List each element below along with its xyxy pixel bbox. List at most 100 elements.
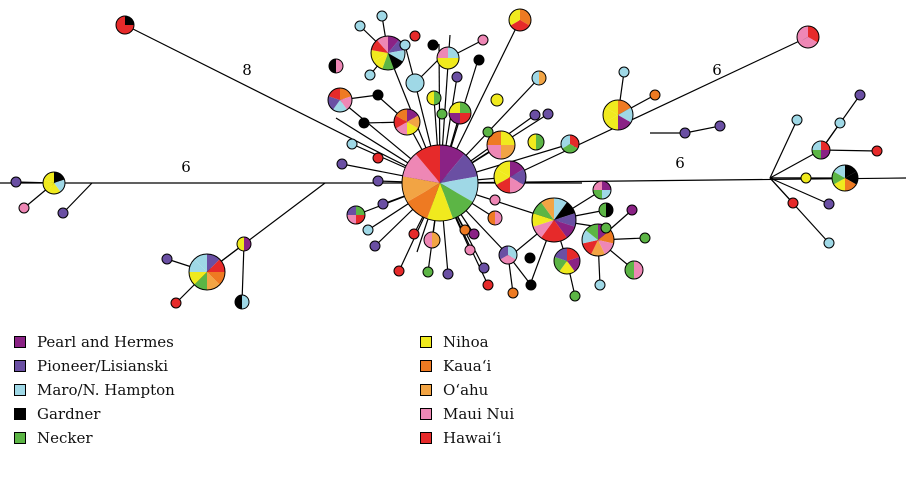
- haplotype-dot: [346, 138, 358, 150]
- legend-swatch: [14, 336, 26, 348]
- haplotype-dot: [618, 66, 630, 78]
- haplotype-dot: [427, 39, 439, 51]
- haplotype-dot: [490, 93, 504, 107]
- haplotype-dot: [57, 207, 69, 219]
- legend-label: Maro/N. Hampton: [37, 381, 175, 399]
- legend-item: Kaua‘i: [420, 354, 514, 378]
- haplotype-dot: [408, 228, 420, 240]
- haplotype-pie: [831, 164, 859, 192]
- haplotype-dot: [791, 114, 803, 126]
- legend-item: O‘ahu: [420, 378, 514, 402]
- haplotype-dot: [405, 73, 425, 93]
- haplotype-pie: [42, 171, 66, 195]
- haplotype-pie: [508, 8, 532, 32]
- branch-length-label: 6: [675, 154, 685, 172]
- haplotype-pie: [234, 294, 250, 310]
- legend-swatch: [420, 384, 432, 396]
- haplotype-dot: [354, 20, 366, 32]
- haplotype-pie: [423, 231, 441, 249]
- network-edge: [62, 182, 93, 214]
- haplotype-pie: [531, 197, 577, 243]
- haplotype-pie: [602, 99, 634, 131]
- legend-swatch: [14, 384, 26, 396]
- haplotype-pie: [498, 245, 518, 265]
- haplotype-dot: [336, 158, 348, 170]
- haplotype-dot: [679, 127, 691, 139]
- haplotype-dot: [372, 175, 384, 187]
- haplotype-dot: [18, 202, 30, 214]
- haplotype-dot: [468, 228, 480, 240]
- haplotype-pie: [401, 144, 479, 222]
- haplotype-dot: [409, 30, 421, 42]
- haplotype-dot: [422, 266, 434, 278]
- legend-swatch: [420, 360, 432, 372]
- haplotype-dot: [823, 198, 835, 210]
- haplotype-pie: [346, 205, 366, 225]
- legend-label: Hawai‘i: [443, 429, 502, 447]
- haplotype-pie: [527, 133, 545, 151]
- haplotype-dot: [372, 89, 384, 101]
- haplotype-dot: [626, 204, 638, 216]
- haplotype-dot: [10, 176, 22, 188]
- haplotype-dot: [800, 172, 812, 184]
- haplotype-pie: [327, 87, 353, 113]
- haplotype-dot: [364, 69, 376, 81]
- legend-label: Pioneer/Lisianski: [37, 357, 169, 375]
- legend-item: Nihoa: [420, 330, 514, 354]
- legend-item: Maui Nui: [420, 402, 514, 426]
- legend-label: Maui Nui: [443, 405, 515, 423]
- legend-swatch: [420, 408, 432, 420]
- branch-length-label: 8: [242, 61, 252, 79]
- haplotype-pie: [553, 247, 581, 275]
- legend-swatch: [14, 408, 26, 420]
- branch-length-label: 6: [712, 61, 722, 79]
- haplotype-dot: [569, 290, 581, 302]
- haplotype-dot: [482, 126, 494, 138]
- network-edge: [241, 243, 245, 303]
- haplotype-dot: [834, 117, 846, 129]
- haplotype-dot: [854, 89, 866, 101]
- haplotype-pie: [581, 223, 615, 257]
- haplotype-network: 8 6 6 6: [0, 8, 906, 310]
- legend-item: Gardner: [14, 402, 175, 426]
- haplotype-dot: [399, 39, 411, 51]
- network-edge: [769, 177, 830, 205]
- haplotype-dot: [393, 265, 405, 277]
- legend-label: Kaua‘i: [443, 357, 492, 375]
- haplotype-dot: [482, 279, 494, 291]
- legend-item: Necker: [14, 426, 175, 450]
- network-edge: [769, 177, 830, 244]
- haplotype-dot: [369, 240, 381, 252]
- haplotype-dot: [451, 71, 463, 83]
- haplotype-dot: [377, 198, 389, 210]
- legend-item: Pioneer/Lisianski: [14, 354, 175, 378]
- haplotype-pie: [531, 70, 547, 86]
- haplotype-dot: [170, 297, 182, 309]
- legend-label: Necker: [37, 429, 93, 447]
- haplotype-dot: [436, 108, 448, 120]
- haplotype-pie: [796, 25, 820, 49]
- legend-swatch: [420, 336, 432, 348]
- haplotype-pie: [448, 101, 472, 125]
- haplotype-dot: [524, 252, 536, 264]
- legend-label: O‘ahu: [443, 381, 489, 399]
- haplotype-dot: [542, 108, 554, 120]
- haplotype-pie: [115, 15, 135, 35]
- network-edge: [769, 119, 798, 179]
- haplotype-pie: [592, 180, 612, 200]
- haplotype-dot: [473, 54, 485, 66]
- haplotype-dot: [459, 224, 471, 236]
- branch-labels: 8 6 6 6: [181, 61, 722, 176]
- haplotype-dot: [639, 232, 651, 244]
- haplotype-pie: [426, 90, 442, 106]
- haplotype-pie: [598, 202, 614, 218]
- haplotype-pie: [328, 58, 344, 74]
- haplotype-pie: [370, 35, 406, 71]
- legend-swatch: [14, 432, 26, 444]
- branch-length-label: 6: [181, 158, 191, 176]
- haplotype-dot: [358, 117, 370, 129]
- haplotype-pie: [493, 160, 527, 194]
- network-edge: [509, 36, 809, 178]
- haplotype-pie: [486, 130, 516, 160]
- haplotype-dot: [161, 253, 173, 265]
